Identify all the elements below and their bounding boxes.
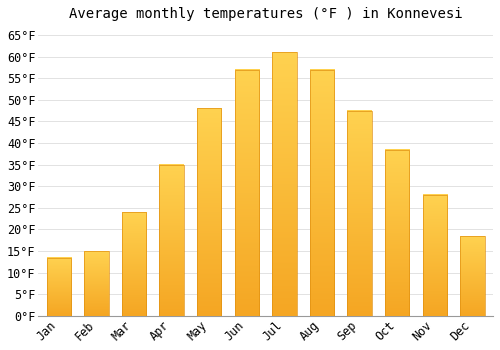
Bar [197,108,222,316]
Bar [160,164,184,316]
Bar [234,70,259,316]
Bar [310,70,334,316]
Bar [385,149,409,316]
Title: Average monthly temperatures (°F ) in Konnevesi: Average monthly temperatures (°F ) in Ko… [69,7,462,21]
Bar [460,236,484,316]
Bar [84,251,108,316]
Bar [46,258,71,316]
Bar [422,195,447,316]
Bar [122,212,146,316]
Bar [272,52,296,316]
Bar [348,111,372,316]
